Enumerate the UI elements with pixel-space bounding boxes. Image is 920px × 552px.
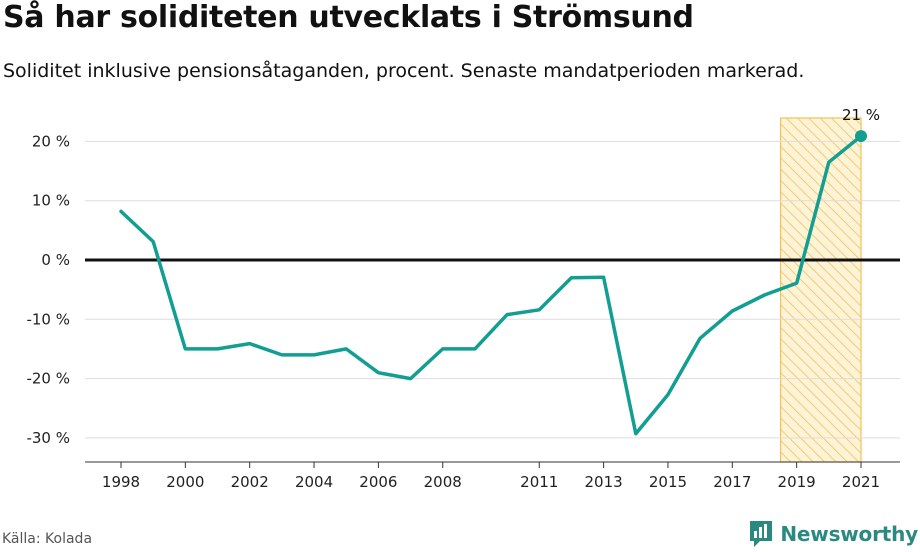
x-tick-label: 2000 [166, 473, 204, 491]
y-tick-label: -30 % [26, 429, 70, 447]
chart-subtitle: Soliditet inklusive pensionsåtaganden, p… [3, 60, 805, 82]
end-value-label: 21 % [842, 106, 880, 124]
x-tick-label: 2019 [778, 473, 816, 491]
source-note: Källa: Kolada [2, 531, 93, 547]
x-tick-label: 2004 [295, 473, 333, 491]
y-tick-label: 10 % [32, 192, 70, 210]
brand-name: Newsworthy [780, 522, 918, 546]
y-tick-label: -10 % [26, 310, 70, 328]
newsworthy-logo-icon [750, 521, 773, 547]
y-tick-label: 0 % [41, 251, 70, 269]
y-tick-label: 20 % [32, 132, 70, 150]
x-tick-label: 1998 [102, 473, 140, 491]
series-line [119, 134, 863, 436]
x-tick-label: 2013 [585, 473, 623, 491]
x-tick-label: 2017 [713, 473, 751, 491]
x-tick-label: 2002 [231, 473, 269, 491]
x-tick-label: 2015 [649, 473, 687, 491]
x-tick-label: 2021 [842, 473, 880, 491]
end-point-marker [855, 130, 867, 143]
y-tick-label: -20 % [26, 370, 70, 388]
term-highlight-band [779, 117, 862, 463]
x-tick-label: 2008 [424, 473, 462, 491]
x-tick-label: 2006 [359, 473, 397, 491]
x-tick-label: 2011 [520, 473, 558, 491]
chart-title: Så har soliditeten utvecklats i Strömsun… [3, 0, 694, 35]
newsworthy-logo: Newsworthy [748, 519, 918, 549]
